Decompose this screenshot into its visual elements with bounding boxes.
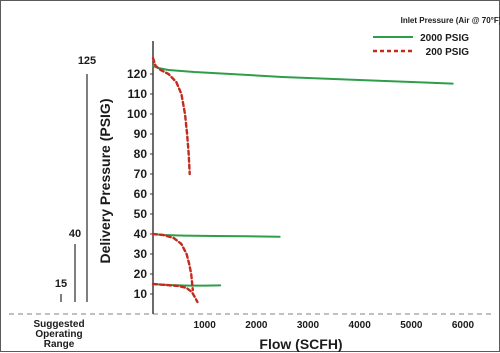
range-value-label: 15: [55, 278, 67, 290]
y-tick-label: 50: [134, 207, 148, 221]
series-line-200-psig: [151, 282, 199, 304]
y-tick-label: 20: [134, 267, 148, 281]
y-tick-label: 120: [127, 67, 147, 81]
range-value-label: 40: [69, 228, 81, 240]
series-line-2000-psig: [152, 65, 454, 85]
y-tick-label: 70: [134, 167, 148, 181]
x-axis-title: Flow (SCFH): [259, 336, 342, 352]
series-line-200-psig: [151, 232, 194, 292]
x-tick-label: 4000: [349, 320, 372, 331]
range-caption: Range: [44, 339, 75, 350]
y-tick-label: 100: [127, 107, 147, 121]
y-tick-label: 10: [134, 287, 148, 301]
y-tick-label: 60: [134, 187, 148, 201]
x-tick-label: 2000: [245, 320, 268, 331]
legend-entry: 200 PSIG: [426, 47, 470, 58]
series-line-200-psig: [151, 56, 191, 176]
legend-title: Inlet Pressure (Air @ 70°F): [401, 16, 500, 25]
legend-entry: 2000 PSIG: [420, 33, 469, 44]
range-caption: Suggested: [33, 319, 84, 330]
series-line-2000-psig: [152, 233, 281, 238]
range-caption: Operating: [35, 329, 82, 340]
y-tick-label: 90: [134, 127, 148, 141]
y-tick-label: 80: [134, 147, 148, 161]
x-tick-label: 6000: [452, 320, 475, 331]
x-tick-label: 1000: [194, 320, 217, 331]
y-axis-title: Delivery Pressure (PSIG): [97, 99, 113, 264]
range-value-label: 125: [78, 55, 96, 67]
y-tick-label: 30: [134, 247, 148, 261]
x-tick-label: 5000: [400, 320, 423, 331]
y-tick-label: 40: [134, 227, 148, 241]
y-tick-label: 110: [128, 87, 148, 101]
x-tick-label: 3000: [297, 320, 320, 331]
